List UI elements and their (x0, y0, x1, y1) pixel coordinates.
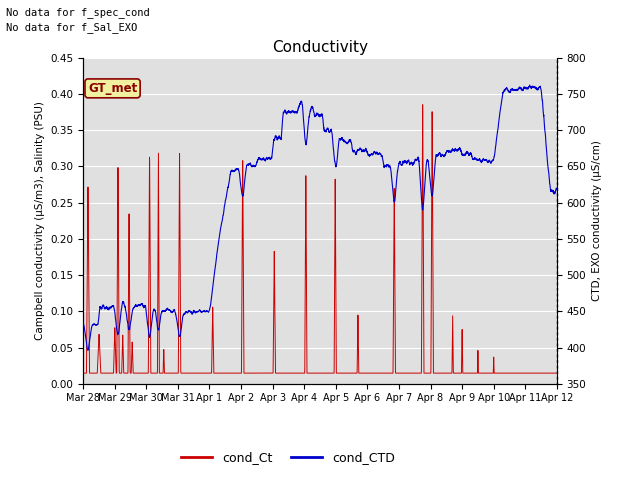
Text: GT_met: GT_met (88, 82, 137, 95)
Y-axis label: Campbell conductivity (μS/m3), Salinity (PSU): Campbell conductivity (μS/m3), Salinity … (35, 101, 45, 340)
Title: Conductivity: Conductivity (272, 40, 368, 55)
Legend: cond_Ct, cond_CTD: cond_Ct, cond_CTD (176, 446, 400, 469)
Y-axis label: CTD, EXO conductivity (μS/cm): CTD, EXO conductivity (μS/cm) (592, 140, 602, 301)
Text: No data for f_spec_cond: No data for f_spec_cond (6, 7, 150, 18)
Text: No data for f_Sal_EXO: No data for f_Sal_EXO (6, 22, 138, 33)
